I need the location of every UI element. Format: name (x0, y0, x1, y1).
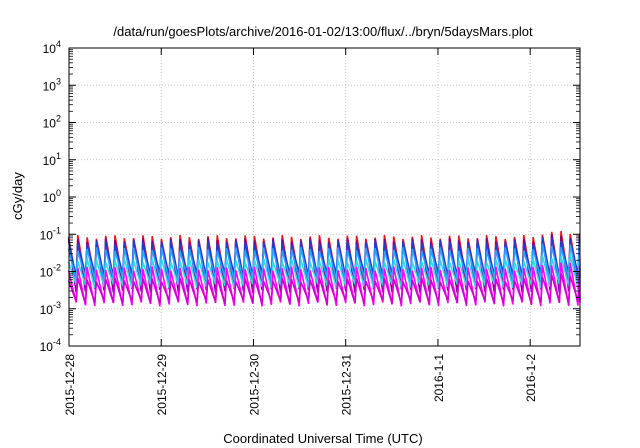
y-tick-label: 101 (43, 151, 61, 168)
y-tick-label: 10-1 (40, 225, 61, 242)
series-group (69, 231, 581, 306)
y-tick-label: 10-3 (40, 300, 61, 317)
y-tick-label: 103 (43, 76, 61, 93)
y-tick-label: 102 (43, 114, 61, 131)
chart-title: /data/run/goesPlots/archive/2016-01-02/1… (113, 24, 533, 39)
y-axis: 10-4 10-3 10-2 10-1 100 101 102 103 104 (40, 39, 580, 354)
x-tick-label: 2015-12-30 (247, 354, 261, 416)
x-tick-label: 2015-12-29 (155, 354, 169, 416)
x-tick-label: 2015-12-31 (340, 354, 354, 416)
series-line (69, 273, 581, 304)
y-tick-label: 104 (43, 39, 61, 56)
y-tick-label: 100 (43, 188, 61, 205)
x-tick-label: 2015-12-28 (63, 354, 77, 416)
x-axis: 2015-12-28 2015-12-29 2015-12-30 2015-12-31… (63, 48, 538, 415)
y-axis-label: cGy/day (10, 172, 25, 220)
y-tick-label: 10-4 (40, 337, 61, 354)
x-axis-label: Coordinated Universal Time (UTC) (223, 431, 422, 446)
y-tick-label: 10-2 (40, 263, 61, 280)
x-tick-label: 2016-1-1 (432, 354, 446, 402)
x-tick-label: 2016-1-2 (524, 354, 538, 402)
